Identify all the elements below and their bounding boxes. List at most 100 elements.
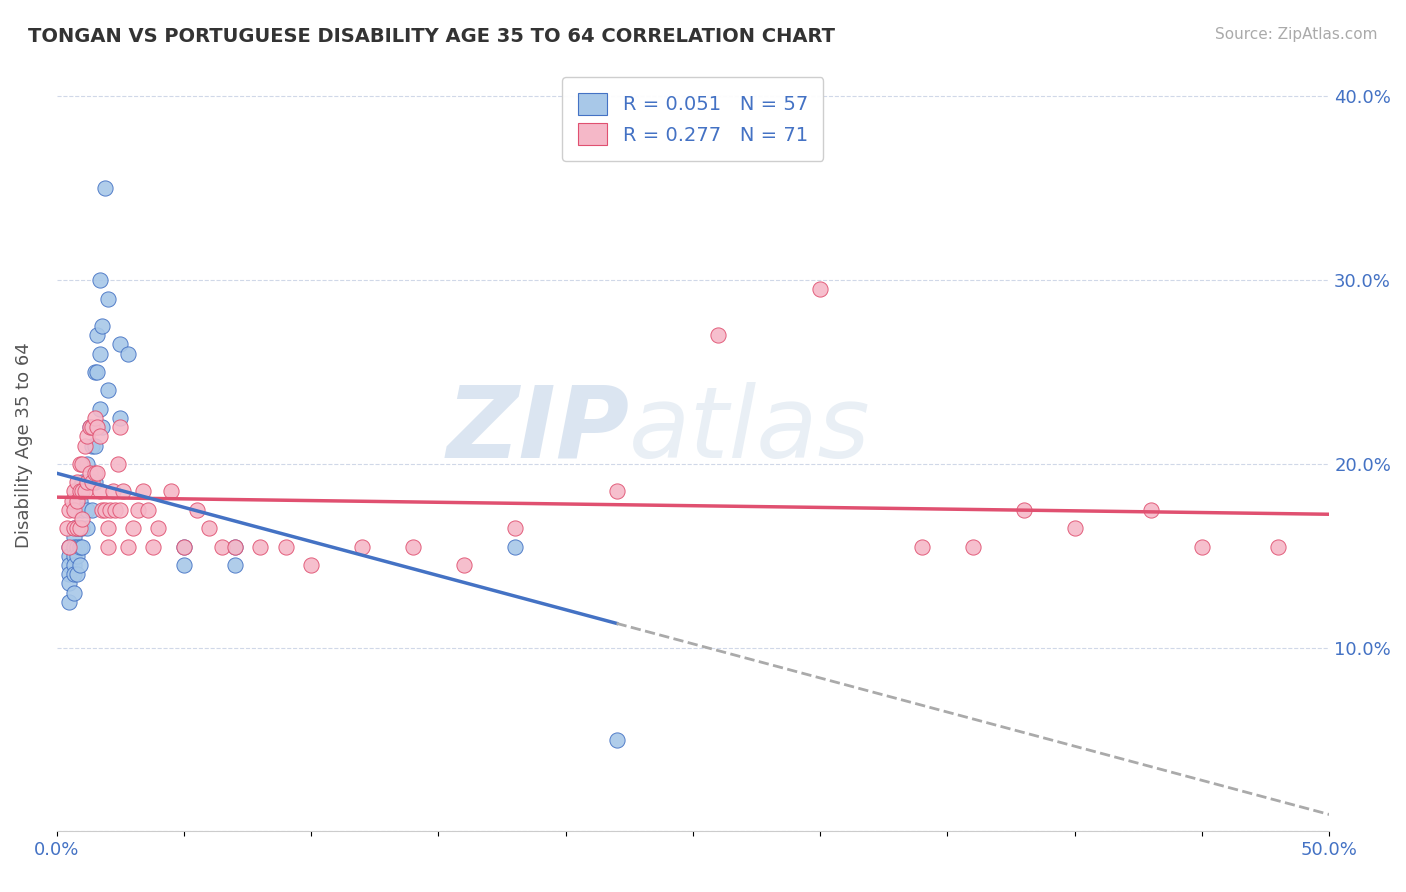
Point bbox=[86, 466, 108, 480]
Point bbox=[89, 484, 111, 499]
Point bbox=[808, 282, 831, 296]
Point bbox=[66, 503, 89, 517]
Point bbox=[63, 521, 86, 535]
Point bbox=[94, 503, 117, 517]
Point bbox=[86, 328, 108, 343]
Point bbox=[96, 292, 118, 306]
Point bbox=[186, 503, 208, 517]
Y-axis label: Disability Age 35 to 64: Disability Age 35 to 64 bbox=[15, 343, 32, 549]
Point bbox=[82, 503, 104, 517]
Point bbox=[503, 521, 526, 535]
Point bbox=[142, 540, 165, 554]
Point bbox=[86, 420, 108, 434]
Point bbox=[69, 484, 91, 499]
Point bbox=[98, 503, 121, 517]
Point bbox=[104, 503, 127, 517]
Point bbox=[86, 365, 108, 379]
Point bbox=[89, 429, 111, 443]
Point bbox=[224, 540, 246, 554]
Point bbox=[70, 512, 93, 526]
Point bbox=[352, 540, 374, 554]
Point bbox=[66, 567, 89, 582]
Point bbox=[83, 411, 105, 425]
Point bbox=[211, 540, 233, 554]
Point bbox=[58, 576, 80, 591]
Point bbox=[911, 540, 934, 554]
Point bbox=[160, 484, 183, 499]
Point bbox=[82, 475, 104, 490]
Point bbox=[117, 346, 139, 360]
Point bbox=[249, 540, 271, 554]
Text: atlas: atlas bbox=[630, 382, 870, 479]
Point bbox=[122, 521, 145, 535]
Point bbox=[94, 181, 117, 195]
Point bbox=[70, 540, 93, 554]
Point bbox=[70, 457, 93, 471]
Point bbox=[96, 540, 118, 554]
Point bbox=[73, 484, 96, 499]
Point bbox=[73, 438, 96, 452]
Point bbox=[86, 420, 108, 434]
Point bbox=[63, 521, 86, 535]
Point bbox=[70, 503, 93, 517]
Point bbox=[70, 484, 93, 499]
Point bbox=[79, 420, 101, 434]
Point bbox=[91, 503, 114, 517]
Point bbox=[107, 457, 129, 471]
Point bbox=[66, 475, 89, 490]
Point bbox=[96, 384, 118, 398]
Point bbox=[110, 503, 132, 517]
Point bbox=[69, 521, 91, 535]
Point bbox=[1140, 503, 1163, 517]
Point bbox=[1012, 503, 1035, 517]
Point bbox=[79, 466, 101, 480]
Point bbox=[63, 549, 86, 563]
Point bbox=[127, 503, 149, 517]
Point bbox=[79, 475, 101, 490]
Point bbox=[1063, 521, 1085, 535]
Point bbox=[83, 475, 105, 490]
Text: ZIP: ZIP bbox=[446, 382, 630, 479]
Point bbox=[76, 521, 98, 535]
Point bbox=[1191, 540, 1213, 554]
Point bbox=[58, 595, 80, 609]
Point bbox=[132, 484, 155, 499]
Point bbox=[76, 429, 98, 443]
Point bbox=[82, 420, 104, 434]
Point bbox=[70, 521, 93, 535]
Point bbox=[58, 540, 80, 554]
Point bbox=[274, 540, 297, 554]
Point bbox=[606, 732, 628, 747]
Point bbox=[76, 475, 98, 490]
Point bbox=[66, 549, 89, 563]
Point bbox=[69, 457, 91, 471]
Text: Source: ZipAtlas.com: Source: ZipAtlas.com bbox=[1215, 27, 1378, 42]
Point bbox=[96, 521, 118, 535]
Point bbox=[173, 558, 195, 572]
Point bbox=[606, 484, 628, 499]
Point bbox=[69, 493, 91, 508]
Point bbox=[136, 503, 159, 517]
Point bbox=[299, 558, 322, 572]
Point bbox=[89, 273, 111, 287]
Point bbox=[173, 540, 195, 554]
Point bbox=[58, 549, 80, 563]
Point bbox=[63, 484, 86, 499]
Point bbox=[63, 540, 86, 554]
Point bbox=[58, 540, 80, 554]
Text: TONGAN VS PORTUGUESE DISABILITY AGE 35 TO 64 CORRELATION CHART: TONGAN VS PORTUGUESE DISABILITY AGE 35 T… bbox=[28, 27, 835, 45]
Point bbox=[66, 521, 89, 535]
Point bbox=[503, 540, 526, 554]
Point bbox=[76, 475, 98, 490]
Point bbox=[110, 420, 132, 434]
Point bbox=[962, 540, 984, 554]
Point bbox=[453, 558, 475, 572]
Point bbox=[76, 503, 98, 517]
Point bbox=[224, 558, 246, 572]
Point bbox=[56, 521, 79, 535]
Point bbox=[91, 420, 114, 434]
Point bbox=[58, 558, 80, 572]
Point bbox=[79, 420, 101, 434]
Point bbox=[198, 521, 221, 535]
Point bbox=[83, 438, 105, 452]
